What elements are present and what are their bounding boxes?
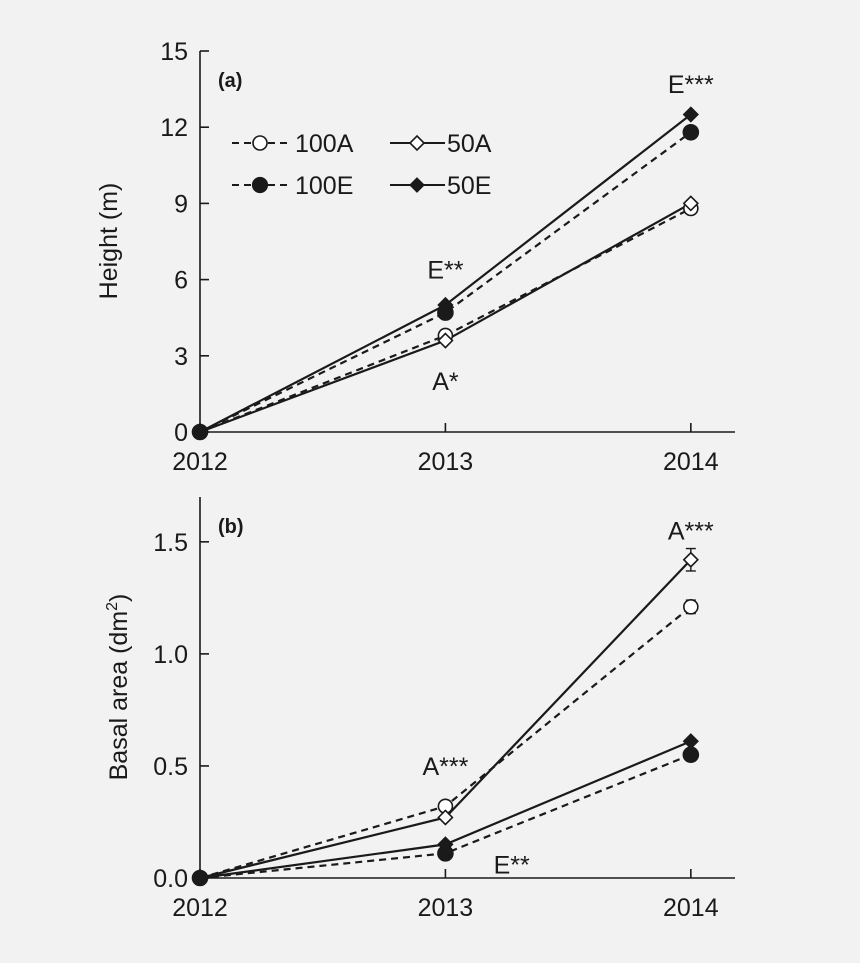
- panel-b-point-50A-2014: [682, 551, 699, 568]
- legend-label-50A: 50A: [447, 130, 492, 158]
- panel-b-point-100A-2014: [683, 599, 699, 615]
- panel-a-line-100E: [199, 131, 692, 433]
- panel-a-ticks: 0 3 6 9 12 15 2012 2013 2014: [160, 38, 719, 476]
- panel-b-y-tick-label: 1.0: [153, 641, 188, 669]
- panel-a-x-tick-label: 2014: [663, 448, 719, 476]
- panel-a-y-tick-label: 0: [174, 419, 188, 447]
- panel-a-point-50E-2014: [682, 106, 699, 123]
- panel-b-x-tick-label: 2013: [418, 894, 474, 922]
- legend-marker-50A: [408, 134, 426, 152]
- panel-a-annotation: E***: [668, 71, 714, 99]
- panel-b-annotations: A*** A*** E**: [422, 518, 714, 880]
- legend-item-50A: 50A: [390, 130, 492, 158]
- panel-a-point-50A-2013: [437, 332, 454, 349]
- panel-b-y-axis-title-superscript: 2: [104, 602, 121, 611]
- panel-a-x-tick-label: 2012: [172, 448, 228, 476]
- panel-b-point-100E-2014: [682, 746, 700, 764]
- panel-b-point-50A-2013: [437, 809, 454, 826]
- panel-a-annotation: E**: [427, 256, 463, 284]
- legend-marker-100A: [252, 135, 268, 151]
- panel-a-annotations: E*** E** A*: [427, 71, 714, 396]
- panel-a-point-50E-2013: [437, 296, 454, 314]
- panel-a-y-axis-title: Height (m): [95, 183, 123, 300]
- legend: 100A 50A 100E 50E: [232, 130, 492, 200]
- panel-b-y-tick-label: 1.5: [153, 529, 188, 557]
- panel-b-ticks: 0.0 0.5 1.0 1.5 2012 2013 2014: [153, 529, 718, 922]
- legend-marker-50E: [409, 177, 425, 193]
- legend-item-100A: 100A: [232, 130, 354, 158]
- panel-b-series: [191, 547, 700, 887]
- panel-b-y-axis-title-main: Basal area (dm: [105, 611, 133, 781]
- panel-b-annotation: A***: [422, 753, 468, 781]
- panel-a-point-50A-2014: [682, 195, 699, 212]
- panel-b-point-50E-2014: [682, 733, 699, 750]
- panel-b-point-50E-2013: [437, 836, 454, 853]
- legend-label-50E: 50E: [447, 172, 491, 200]
- panel-a-y-tick-label: 15: [160, 38, 188, 66]
- panel-b-y-tick-label: 0.0: [153, 865, 188, 893]
- panel-a-point-50E-2012: [191, 423, 209, 441]
- panel-b-x-tick-label: 2012: [172, 894, 228, 922]
- panel-a-label: (a): [218, 70, 242, 92]
- legend-item-100E: 100E: [232, 172, 353, 200]
- panel-b-annotation: A***: [668, 518, 714, 546]
- panel-a-line-100A: [199, 207, 692, 434]
- legend-item-50E: 50E: [390, 172, 491, 200]
- panel-b-point-50E-2012: [191, 869, 209, 887]
- panel-a-y-tick-label: 9: [174, 190, 188, 218]
- panel-b-y-axis-title-suffix: ): [105, 594, 133, 602]
- panel-b-x-tick-label: 2014: [663, 894, 719, 922]
- legend-marker-100E: [251, 176, 269, 194]
- legend-label-100E: 100E: [295, 172, 353, 200]
- panel-b-annotation: E**: [494, 852, 530, 880]
- panel-a-height: 0 3 6 9 12 15 2012 2013 2014 (a) Height (m) E***…: [95, 38, 735, 476]
- panel-a-point-100E-2014: [682, 123, 700, 141]
- panel-a-annotation: A*: [432, 368, 459, 396]
- panel-a-y-tick-label: 3: [174, 343, 188, 371]
- panel-b-label: (b): [218, 516, 244, 538]
- panel-b-basal-area: 0.0 0.5 1.0 1.5 2012 2013 2014 (b) Basal area …: [104, 497, 735, 922]
- panel-a-y-tick-label: 6: [174, 267, 188, 295]
- panel-b-y-axis-title: Basal area (dm2): [104, 594, 133, 781]
- panel-a-x-tick-label: 2013: [418, 448, 474, 476]
- panel-a-series: [191, 106, 700, 441]
- panel-b-y-tick-label: 0.5: [153, 753, 188, 781]
- panel-a-y-tick-label: 12: [160, 114, 188, 142]
- legend-label-100A: 100A: [295, 130, 354, 158]
